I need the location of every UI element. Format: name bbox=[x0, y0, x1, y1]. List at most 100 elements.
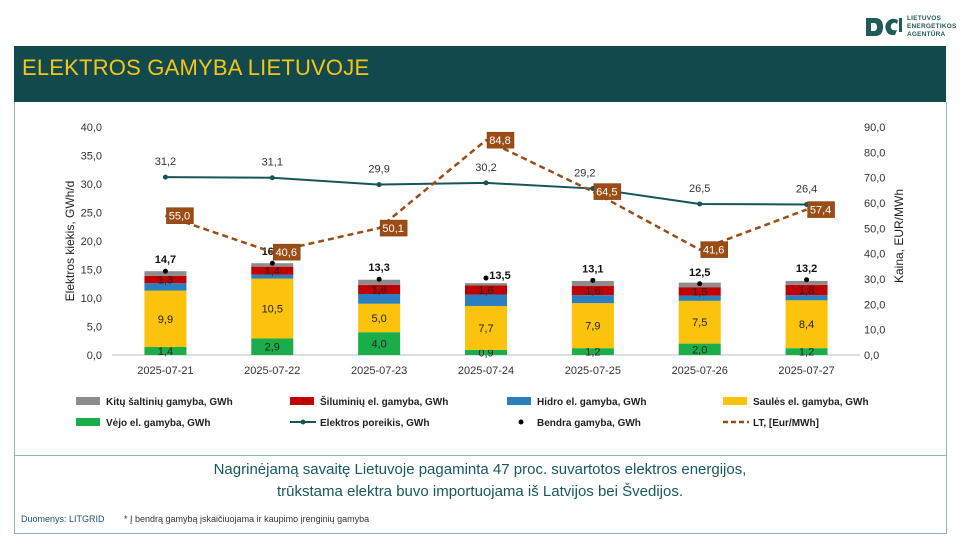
bar-segment bbox=[571, 295, 614, 304]
bar-data-label: 1,6 bbox=[371, 284, 386, 296]
bar-segment bbox=[251, 338, 294, 355]
total-point bbox=[269, 260, 275, 266]
y2-tick-label: 80,0 bbox=[864, 147, 885, 159]
bar-segment bbox=[465, 285, 507, 295]
price-label-box bbox=[807, 201, 835, 218]
bar-data-label: 9,9 bbox=[158, 314, 173, 326]
bar-data-label: 1,5 bbox=[692, 286, 707, 298]
y-axis-title: Elektros kiekis, GWh/d bbox=[63, 181, 77, 302]
bar-segment bbox=[144, 347, 187, 355]
y2-tick-label: 10,0 bbox=[864, 325, 885, 337]
demand-point bbox=[483, 180, 489, 186]
y2-tick-label: 20,0 bbox=[864, 299, 885, 311]
total-label: 14,7 bbox=[155, 254, 176, 266]
bar-segment bbox=[144, 275, 187, 284]
bar-segment bbox=[571, 286, 614, 296]
total-point bbox=[697, 281, 703, 287]
bar-data-label: 1,2 bbox=[585, 347, 600, 359]
total-point bbox=[804, 277, 810, 283]
legend-swatch-dot bbox=[300, 419, 306, 425]
legend-label-wind: Vėjo el. gamyba, GWh bbox=[106, 418, 210, 429]
price-label: 64,5 bbox=[596, 187, 617, 199]
y2-tick-label: 60,0 bbox=[864, 198, 885, 210]
price-label-box bbox=[700, 241, 728, 258]
bar-data-label: 4,0 bbox=[371, 339, 386, 351]
y-tick-label: 40,0 bbox=[81, 122, 102, 134]
bar-data-label: 1,6 bbox=[585, 286, 600, 298]
legend-label-thermal: Šiluminių el. gamyba, GWh bbox=[320, 395, 448, 408]
bar-data-label: 7,9 bbox=[585, 321, 600, 333]
legend-label-price: LT, [Eur/MWh] bbox=[753, 418, 819, 429]
bar-data-label: 8,4 bbox=[799, 319, 814, 331]
logo-line-1: LIETUVOS bbox=[907, 15, 942, 22]
x-tick-label: 2025-07-27 bbox=[778, 365, 834, 377]
price-label-box bbox=[593, 183, 622, 200]
bar-segment bbox=[785, 295, 828, 301]
price-label: 57,4 bbox=[810, 205, 831, 217]
y2-tick-label: 50,0 bbox=[864, 223, 885, 235]
price-label: 84,8 bbox=[489, 135, 510, 147]
y2-tick-label: 90,0 bbox=[864, 122, 885, 134]
total-label: 13,5 bbox=[489, 270, 510, 282]
summary-text: Nagrinėjamą savaitę Lietuvoje pagaminta … bbox=[0, 459, 960, 503]
bar-segment bbox=[571, 280, 614, 287]
legend-swatch-solar bbox=[723, 397, 747, 405]
y2-axis-title: Kaina, EUR/MWh bbox=[892, 189, 906, 283]
bar-segment bbox=[144, 290, 187, 348]
y2-tick-label: 0,0 bbox=[864, 350, 879, 362]
bar-data-label: 1,8 bbox=[799, 285, 814, 297]
bar-segment bbox=[678, 343, 721, 355]
total-label: 13,1 bbox=[582, 263, 603, 275]
legend-label-other: Kitų šaltinių gamyba, GWh bbox=[106, 397, 233, 408]
legend-label-total: Bendra gamyba, GWh bbox=[537, 418, 641, 429]
bar-segment bbox=[465, 305, 507, 350]
x-tick-label: 2025-07-24 bbox=[458, 365, 514, 377]
demand-point bbox=[697, 201, 703, 207]
bar-segment bbox=[465, 283, 507, 286]
demand-point bbox=[162, 174, 168, 180]
legend-swatch-hydro bbox=[507, 397, 531, 405]
total-label: 13,3 bbox=[368, 262, 389, 274]
demand-label: 26,5 bbox=[689, 183, 710, 195]
bar-data-label: 7,7 bbox=[478, 323, 493, 335]
bar-segment bbox=[144, 283, 187, 291]
total-point bbox=[162, 268, 168, 274]
bar-segment bbox=[785, 348, 828, 355]
legend-label-solar: Saulės el. gamyba, GWh bbox=[753, 397, 869, 408]
summary-frame bbox=[14, 455, 947, 534]
y2-tick-label: 30,0 bbox=[864, 274, 885, 286]
y-tick-label: 15,0 bbox=[81, 265, 102, 277]
y-tick-label: 0,0 bbox=[87, 350, 102, 362]
bar-data-label: 0,9 bbox=[478, 347, 493, 359]
bar-segment bbox=[785, 280, 828, 285]
price-line bbox=[165, 138, 808, 254]
bar-segment bbox=[358, 303, 401, 333]
bar-segment bbox=[358, 279, 401, 285]
bar-segment bbox=[571, 303, 614, 349]
logo-line-2: ENERGETIKOS bbox=[907, 23, 957, 30]
bar-segment bbox=[251, 278, 294, 339]
demand-point bbox=[376, 182, 382, 188]
bar-data-label: 5,0 bbox=[371, 313, 386, 325]
demand-label: 26,4 bbox=[796, 184, 817, 196]
logo-mark-icon bbox=[866, 18, 902, 36]
y-tick-label: 25,0 bbox=[81, 208, 102, 220]
logo-line-3: AGENTŪRA bbox=[907, 31, 946, 38]
legend-label-hydro: Hidro el. gamyba, GWh bbox=[537, 397, 646, 408]
legend-swatch-other bbox=[76, 397, 100, 405]
bar-segment bbox=[358, 332, 401, 355]
bar-segment bbox=[785, 284, 828, 296]
price-label-box bbox=[486, 131, 515, 149]
bar-segment bbox=[465, 294, 507, 306]
agency-logo: LIETUVOS ENERGETIKOS AGENTŪRA bbox=[862, 14, 957, 42]
summary-line-2: trūkstama elektra buvo importuojama iš L… bbox=[276, 483, 684, 500]
total-label: 13,2 bbox=[796, 263, 817, 275]
y-tick-label: 20,0 bbox=[81, 236, 102, 248]
bar-segment bbox=[358, 294, 401, 304]
price-label-box bbox=[166, 207, 194, 224]
total-point bbox=[483, 275, 489, 281]
bar-data-label: 2,9 bbox=[265, 342, 280, 354]
demand-label: 31,1 bbox=[262, 157, 283, 169]
x-tick-label: 2025-07-25 bbox=[565, 365, 621, 377]
